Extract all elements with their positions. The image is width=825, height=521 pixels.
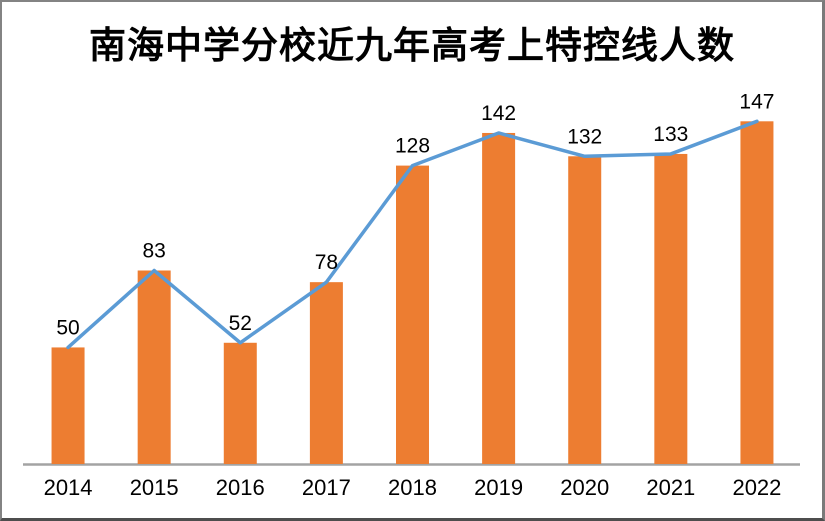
bar-2014 (51, 347, 85, 464)
data-label-2021: 133 (653, 123, 688, 146)
x-axis-label-2015: 2015 (130, 475, 179, 500)
bar-2019 (482, 132, 516, 464)
x-axis-label-2021: 2021 (646, 475, 695, 500)
x-axis-label-2018: 2018 (388, 475, 437, 500)
bar-2015 (137, 270, 171, 464)
bar-2020 (568, 156, 602, 464)
data-label-2022: 147 (739, 90, 774, 113)
x-axis-label-2016: 2016 (216, 475, 265, 500)
bar-2021 (654, 153, 688, 464)
data-label-2014: 50 (56, 316, 79, 339)
data-label-2018: 128 (395, 135, 430, 158)
data-label-2015: 83 (142, 240, 165, 263)
x-axis-label-2019: 2019 (474, 475, 523, 500)
data-label-2017: 78 (315, 251, 338, 274)
bar-2018 (396, 165, 429, 464)
x-axis-label-2014: 2014 (44, 475, 93, 500)
bar-2022 (740, 121, 774, 465)
data-label-2019: 142 (481, 102, 516, 125)
x-axis-label-2017: 2017 (302, 475, 351, 500)
data-label-2016: 52 (229, 312, 252, 335)
x-axis-label-2020: 2020 (560, 475, 609, 500)
chart-title: 南海中学分校近九年高考上特控线人数 (89, 26, 735, 67)
data-label-2020: 132 (567, 125, 602, 148)
bar-2017 (309, 282, 343, 464)
x-axis-label-2022: 2022 (732, 475, 781, 500)
trend-line (66, 119, 759, 350)
bar-2016 (223, 342, 257, 464)
